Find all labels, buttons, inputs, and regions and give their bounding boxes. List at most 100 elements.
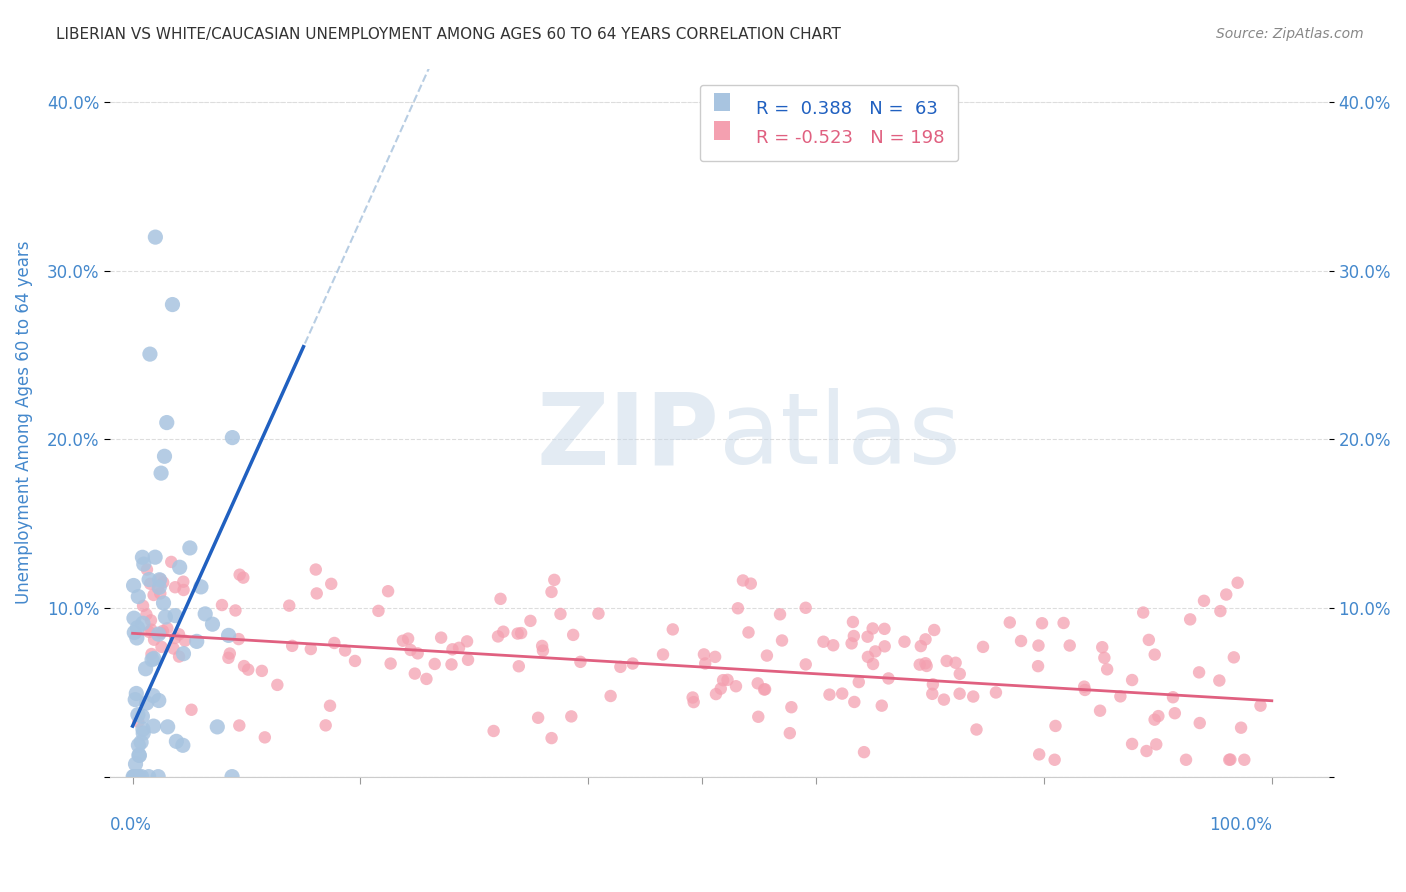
Point [135, 607, 157, 622]
Point [228, 632, 250, 646]
Point [142, 588, 165, 602]
Point [1164, 706, 1187, 721]
Point [966, 723, 988, 737]
Point [125, 631, 148, 645]
Point [169, 560, 191, 574]
Point [344, 654, 367, 668]
Point [224, 603, 246, 617]
Point [841, 636, 863, 650]
Point [142, 651, 165, 665]
Point [127, 590, 149, 604]
Point [440, 657, 463, 672]
Point [127, 738, 149, 752]
Point [148, 573, 170, 587]
Point [165, 608, 187, 623]
Point [1121, 737, 1143, 751]
Point [1250, 698, 1272, 713]
Point [156, 720, 179, 734]
Point [754, 682, 776, 697]
Point [1226, 575, 1249, 590]
Point [893, 634, 915, 648]
Point [172, 574, 194, 589]
Point [724, 679, 747, 693]
Point [165, 580, 187, 594]
Point [527, 711, 550, 725]
Point [949, 666, 972, 681]
Point [218, 628, 240, 642]
Point [1132, 606, 1154, 620]
Point [704, 649, 727, 664]
Point [862, 657, 884, 671]
Point [710, 681, 733, 696]
Point [250, 664, 273, 678]
Point [945, 656, 967, 670]
Point [1010, 634, 1032, 648]
Point [148, 580, 170, 594]
Point [152, 624, 174, 638]
Point [492, 624, 515, 639]
Point [1161, 690, 1184, 705]
Point [124, 625, 146, 640]
Point [399, 643, 422, 657]
Point [392, 633, 415, 648]
Point [1218, 753, 1240, 767]
Point [211, 598, 233, 612]
Point [124, 692, 146, 706]
Point [1088, 704, 1111, 718]
Point [752, 682, 775, 697]
Point [406, 646, 429, 660]
Point [194, 607, 217, 621]
Point [150, 640, 173, 654]
Point [138, 770, 160, 784]
Point [139, 347, 162, 361]
Point [1188, 716, 1211, 731]
Point [142, 719, 165, 733]
Point [747, 710, 769, 724]
Point [747, 676, 769, 690]
Point [1147, 709, 1170, 723]
Point [599, 689, 621, 703]
Y-axis label: Unemployment Among Ages 60 to 64 years: Unemployment Among Ages 60 to 64 years [15, 241, 32, 604]
Point [1135, 744, 1157, 758]
Point [201, 617, 224, 632]
Point [145, 230, 167, 244]
Point [228, 718, 250, 732]
Point [921, 687, 943, 701]
Point [415, 672, 437, 686]
Point [441, 642, 464, 657]
Point [711, 673, 734, 688]
Point [1028, 639, 1050, 653]
Point [1175, 753, 1198, 767]
Text: atlas: atlas [720, 388, 960, 485]
Point [962, 690, 984, 704]
Point [138, 624, 160, 639]
Point [1208, 673, 1230, 688]
Point [984, 685, 1007, 699]
Point [127, 770, 149, 784]
Point [124, 757, 146, 772]
Point [1121, 673, 1143, 687]
Point [731, 574, 754, 588]
Point [152, 575, 174, 590]
Point [998, 615, 1021, 630]
Point [531, 639, 554, 653]
Point [1073, 680, 1095, 694]
Point [162, 641, 184, 656]
Point [716, 673, 738, 687]
Point [146, 770, 169, 784]
Point [457, 653, 479, 667]
Point [149, 586, 172, 600]
Point [508, 659, 530, 673]
Point [856, 630, 879, 644]
Point [921, 677, 943, 691]
Legend: R =  0.388   N =  63, R = -0.523   N = 198: R = 0.388 N = 63, R = -0.523 N = 198 [700, 85, 959, 161]
Point [217, 650, 239, 665]
Point [148, 627, 170, 641]
Text: LIBERIAN VS WHITE/CAUCASIAN UNEMPLOYMENT AMONG AGES 60 TO 64 YEARS CORRELATION C: LIBERIAN VS WHITE/CAUCASIAN UNEMPLOYMENT… [56, 27, 841, 42]
Point [873, 622, 896, 636]
Point [127, 707, 149, 722]
Point [186, 634, 208, 648]
Point [129, 735, 152, 749]
Point [621, 657, 644, 671]
Point [319, 698, 342, 713]
